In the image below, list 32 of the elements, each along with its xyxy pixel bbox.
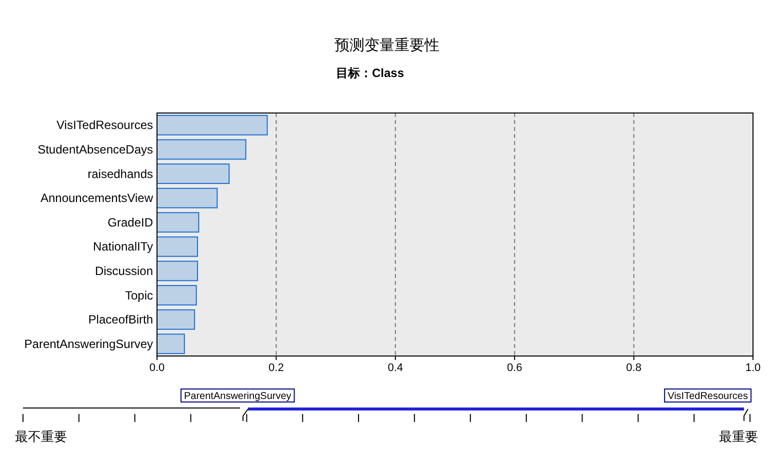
y-tick-label: NationalITy xyxy=(92,240,153,254)
chart-title: 预测变量重要性 xyxy=(334,37,440,54)
text: 最不重要 xyxy=(15,429,67,444)
bar xyxy=(156,285,197,306)
chart-subtitle: 目标：Class xyxy=(336,66,404,80)
y-tick-label: Topic xyxy=(124,288,153,302)
x-tick-label: 0.6 xyxy=(506,362,522,374)
y-tick-label: AnnouncementsView xyxy=(40,191,154,206)
bar xyxy=(156,309,196,330)
bar xyxy=(156,334,185,354)
bar xyxy=(156,212,200,233)
bar xyxy=(156,164,230,184)
text: 最重要 xyxy=(719,429,758,444)
x-tick-label: 0.4 xyxy=(388,362,404,374)
bar xyxy=(156,260,198,282)
bar xyxy=(156,114,268,136)
y-tick-label: Discussion xyxy=(94,264,153,278)
y-tick-label: VisITedResources xyxy=(56,118,153,132)
x-tick-label: 0.8 xyxy=(626,362,642,374)
y-tick-label: raisedhands xyxy=(88,166,153,181)
text: VisITedResources xyxy=(668,391,748,402)
y-tick-label: PlaceofBirth xyxy=(88,312,153,327)
x-tick-label: 0.0 xyxy=(149,362,165,374)
y-tick-label: GradeID xyxy=(108,215,154,230)
x-tick-label: 1.0 xyxy=(745,362,761,374)
bar xyxy=(156,139,246,160)
text: ParentAnsweringSurvey xyxy=(184,391,292,402)
bar xyxy=(156,188,218,208)
x-tick-label: 0.2 xyxy=(268,362,284,374)
bar xyxy=(156,236,198,257)
y-tick-label: ParentAnsweringSurvey xyxy=(24,336,153,351)
y-tick-label: StudentAbsenceDays xyxy=(38,142,153,156)
